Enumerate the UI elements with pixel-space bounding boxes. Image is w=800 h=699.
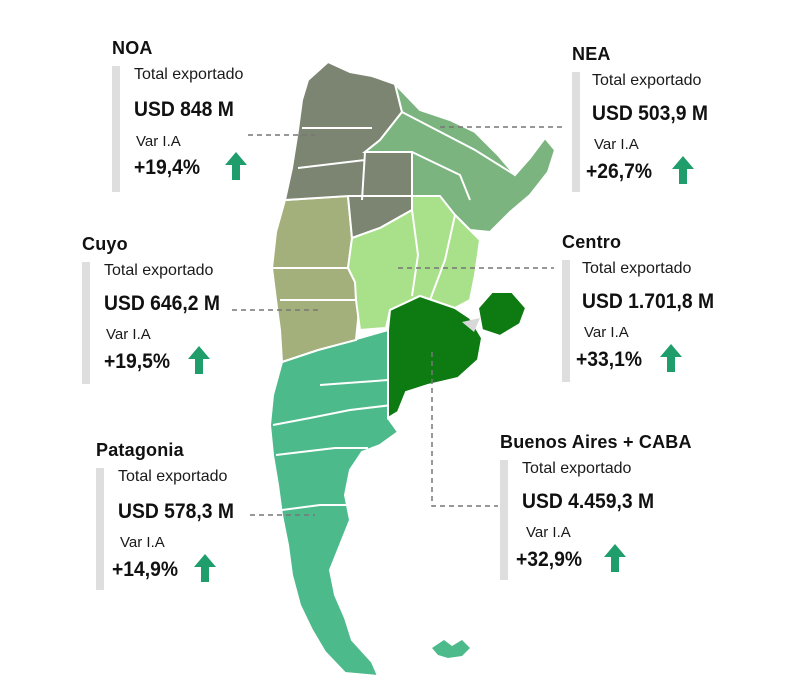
region-name: NEA [572,44,611,64]
var-value: +19,4% [134,156,201,179]
card-bar [82,262,90,384]
arrow-up-icon [604,544,626,572]
total-value: USD 646,2 M [104,292,220,315]
region-name: Centro [562,232,622,252]
var-label: Var I.A [584,324,629,341]
arrow-up-icon [225,152,247,180]
leader-line-ba [431,352,498,507]
var-label: Var I.A [526,524,571,541]
var-label: Var I.A [136,133,181,150]
province-divider [401,111,516,201]
region-name: Buenos Aires + CABA [500,432,692,452]
total-label: Total exportado [582,260,692,277]
var-value: +32,9% [516,548,583,571]
total-label: Total exportado [134,66,244,83]
var-value: +14,9% [112,558,179,581]
card-bar [500,460,508,580]
region-name: Cuyo [82,234,128,254]
region-name: NOA [112,38,153,58]
total-label: Total exportado [118,468,228,485]
total-value: USD 848 M [134,98,234,121]
var-label: Var I.A [106,326,151,343]
caba-marker [462,318,480,332]
region-centro-shape [346,195,482,332]
card-bar [562,260,570,382]
total-label: Total exportado [592,72,702,89]
total-value: USD 503,9 M [592,102,708,125]
total-label: Total exportado [104,262,214,279]
total-value: USD 1.701,8 M [582,290,715,313]
var-value: +19,5% [104,350,171,373]
arrow-up-icon [188,346,210,374]
total-value: USD 4.459,3 M [522,490,655,513]
var-value: +26,7% [586,160,653,183]
card-bar [572,72,580,192]
total-value: USD 578,3 M [118,500,234,523]
province-divider [411,209,456,301]
region-buenos-aires-shape [476,291,528,338]
region-patagonia-shape [268,328,400,678]
card-bar [112,66,120,192]
arrow-up-icon [194,554,216,582]
card-bar [96,468,104,590]
var-value: +33,1% [576,348,643,371]
region-buenos-aires-shape [387,294,484,420]
arrow-up-icon [672,156,694,184]
province-divider [272,379,393,511]
province-divider [297,127,412,201]
region-name: Patagonia [96,440,184,460]
var-label: Var I.A [594,136,639,153]
province-divider [272,267,356,301]
arrow-up-icon [660,344,682,372]
var-label: Var I.A [120,534,165,551]
leader-lines [232,126,562,516]
malvinas-islands [432,640,470,658]
region-cuyo-shape [270,194,362,364]
total-label: Total exportado [522,460,632,477]
